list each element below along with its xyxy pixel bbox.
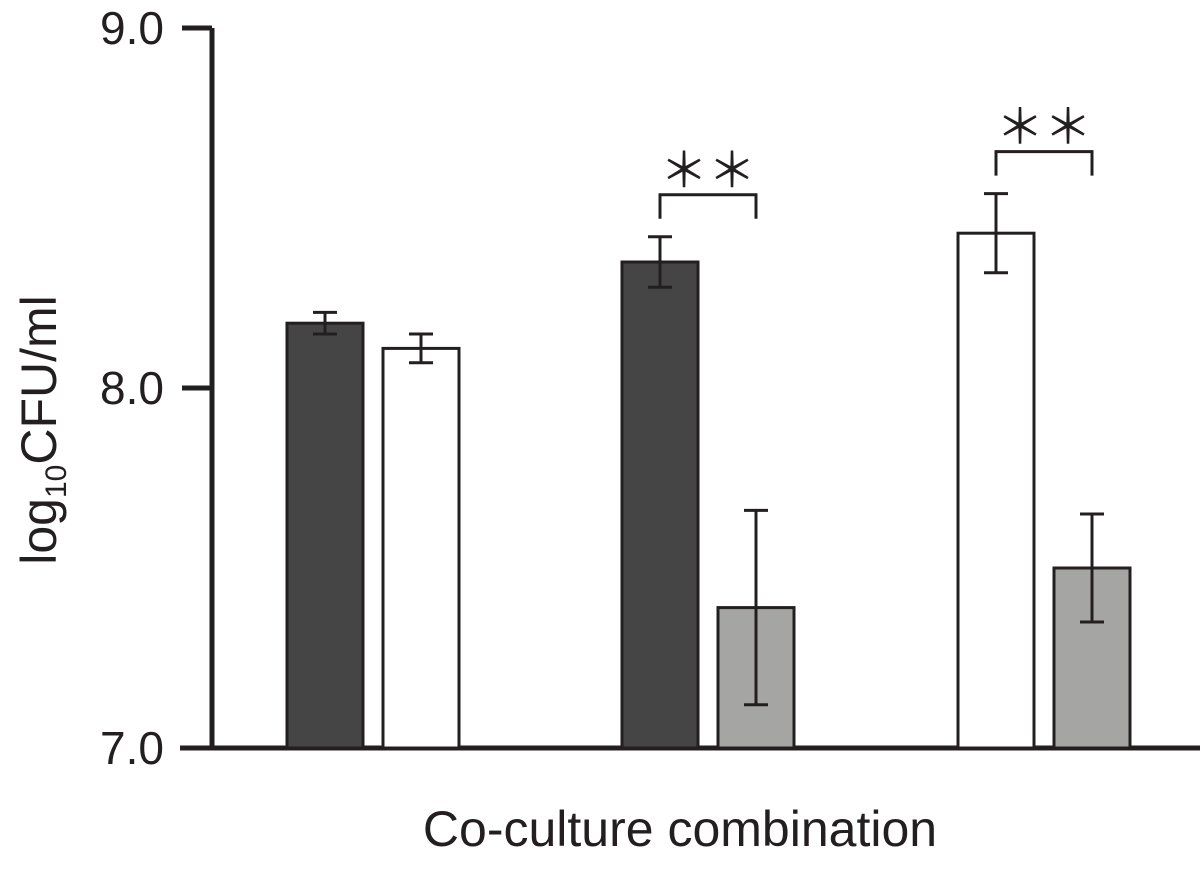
- error-bar-group-2-1: [648, 235, 672, 289]
- y-tick-label: 8.0: [100, 362, 164, 414]
- error-bar-group-2-2: [744, 508, 768, 707]
- significance-group-2: ＊＊: [658, 143, 758, 219]
- error-bar-group-3-2: [1080, 512, 1104, 624]
- y-tick-label: 7.0: [100, 722, 164, 774]
- significance-bracket: [994, 150, 1094, 176]
- bars: [285, 231, 1132, 750]
- significance-label: ＊＊: [660, 143, 756, 199]
- significance-markers: ＊＊ ＊＊: [658, 100, 1094, 219]
- error-bar-group-3-1: [984, 192, 1008, 275]
- error-bars: [313, 192, 1104, 707]
- y-axis-title-main: log: [11, 498, 67, 565]
- y-axis-title: log10CFU/ml: [11, 295, 73, 565]
- significance-bracket: [658, 193, 758, 219]
- y-tick-label: 9.0: [100, 2, 164, 54]
- significance-label: ＊＊: [996, 100, 1092, 156]
- x-axis-title: Co-culture combination: [423, 801, 937, 857]
- bar-group-1-1: [285, 321, 365, 750]
- bar-group-3-1: [956, 231, 1036, 750]
- bar-group-3-2: [1052, 566, 1132, 750]
- y-axis-title-sub: 10: [40, 465, 73, 498]
- bar-group-2-1: [620, 260, 700, 750]
- significance-group-3: ＊＊: [994, 100, 1094, 176]
- bar-group-1-2: [381, 346, 461, 750]
- y-ticks: 7.0 8.0 9.0: [100, 2, 212, 774]
- error-bar-group-1-2: [409, 332, 433, 365]
- y-axis-title-unit: CFU/ml: [11, 295, 67, 464]
- error-bar-group-1-1: [313, 310, 337, 336]
